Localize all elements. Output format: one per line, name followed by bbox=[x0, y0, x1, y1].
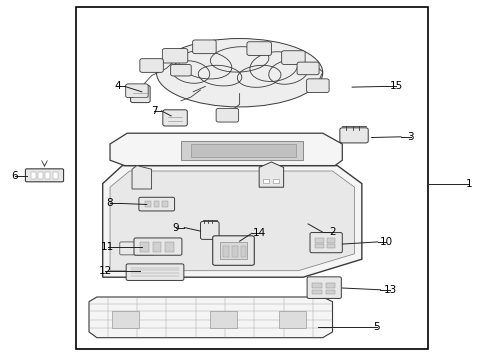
Polygon shape bbox=[110, 171, 354, 271]
Text: 14: 14 bbox=[252, 228, 265, 238]
FancyBboxPatch shape bbox=[281, 51, 305, 64]
Text: 5: 5 bbox=[372, 322, 379, 332]
FancyBboxPatch shape bbox=[140, 59, 163, 72]
FancyBboxPatch shape bbox=[192, 40, 216, 54]
Text: 6: 6 bbox=[11, 171, 18, 181]
Polygon shape bbox=[181, 141, 303, 160]
FancyBboxPatch shape bbox=[216, 108, 238, 122]
Polygon shape bbox=[190, 144, 295, 157]
Polygon shape bbox=[89, 297, 332, 338]
Bar bbox=[314, 238, 323, 243]
Bar bbox=[311, 283, 321, 288]
FancyBboxPatch shape bbox=[130, 85, 150, 103]
Bar bbox=[325, 290, 335, 294]
FancyBboxPatch shape bbox=[212, 236, 254, 265]
Bar bbox=[165, 242, 174, 252]
FancyBboxPatch shape bbox=[126, 264, 183, 280]
Bar bbox=[263, 179, 268, 183]
Text: 9: 9 bbox=[172, 222, 179, 233]
Text: 7: 7 bbox=[150, 106, 157, 116]
Text: 15: 15 bbox=[388, 81, 402, 91]
FancyBboxPatch shape bbox=[306, 277, 341, 298]
FancyBboxPatch shape bbox=[170, 64, 191, 76]
Text: 10: 10 bbox=[379, 237, 392, 247]
Bar bbox=[76, 7, 427, 349]
Bar bbox=[153, 201, 159, 207]
Bar bbox=[220, 242, 246, 259]
Text: 13: 13 bbox=[383, 285, 396, 295]
Bar bbox=[162, 201, 168, 207]
FancyBboxPatch shape bbox=[120, 242, 154, 255]
Polygon shape bbox=[259, 162, 283, 187]
Bar bbox=[152, 242, 161, 252]
Bar bbox=[231, 246, 237, 257]
Bar bbox=[311, 290, 321, 294]
FancyBboxPatch shape bbox=[134, 238, 182, 255]
FancyBboxPatch shape bbox=[139, 197, 174, 211]
FancyBboxPatch shape bbox=[297, 62, 319, 75]
Bar bbox=[45, 172, 50, 179]
FancyBboxPatch shape bbox=[200, 221, 219, 239]
Text: 4: 4 bbox=[114, 81, 121, 91]
Bar bbox=[326, 244, 335, 248]
Text: 1: 1 bbox=[465, 179, 472, 189]
Bar bbox=[53, 172, 58, 179]
Bar bbox=[210, 311, 237, 328]
FancyBboxPatch shape bbox=[306, 79, 328, 93]
Ellipse shape bbox=[156, 39, 322, 107]
FancyBboxPatch shape bbox=[162, 49, 187, 63]
FancyBboxPatch shape bbox=[25, 169, 63, 182]
Bar bbox=[325, 283, 335, 288]
Text: 11: 11 bbox=[101, 242, 114, 252]
Bar bbox=[112, 311, 139, 328]
Bar bbox=[240, 246, 246, 257]
FancyBboxPatch shape bbox=[163, 110, 187, 126]
Polygon shape bbox=[132, 166, 151, 189]
Text: 3: 3 bbox=[407, 132, 413, 142]
FancyBboxPatch shape bbox=[339, 128, 367, 143]
Bar bbox=[31, 172, 36, 179]
Bar bbox=[272, 179, 278, 183]
Bar bbox=[144, 201, 150, 207]
Bar bbox=[38, 172, 43, 179]
Bar bbox=[314, 244, 323, 248]
Bar bbox=[140, 242, 148, 252]
Bar bbox=[278, 311, 305, 328]
FancyBboxPatch shape bbox=[246, 42, 271, 55]
Text: 2: 2 bbox=[328, 227, 335, 237]
Bar bbox=[326, 238, 335, 243]
FancyBboxPatch shape bbox=[125, 84, 148, 98]
Text: 12: 12 bbox=[98, 266, 112, 276]
Polygon shape bbox=[110, 133, 342, 166]
FancyBboxPatch shape bbox=[309, 233, 342, 253]
Bar bbox=[223, 246, 228, 257]
Text: 8: 8 bbox=[106, 198, 113, 208]
Polygon shape bbox=[102, 166, 361, 277]
